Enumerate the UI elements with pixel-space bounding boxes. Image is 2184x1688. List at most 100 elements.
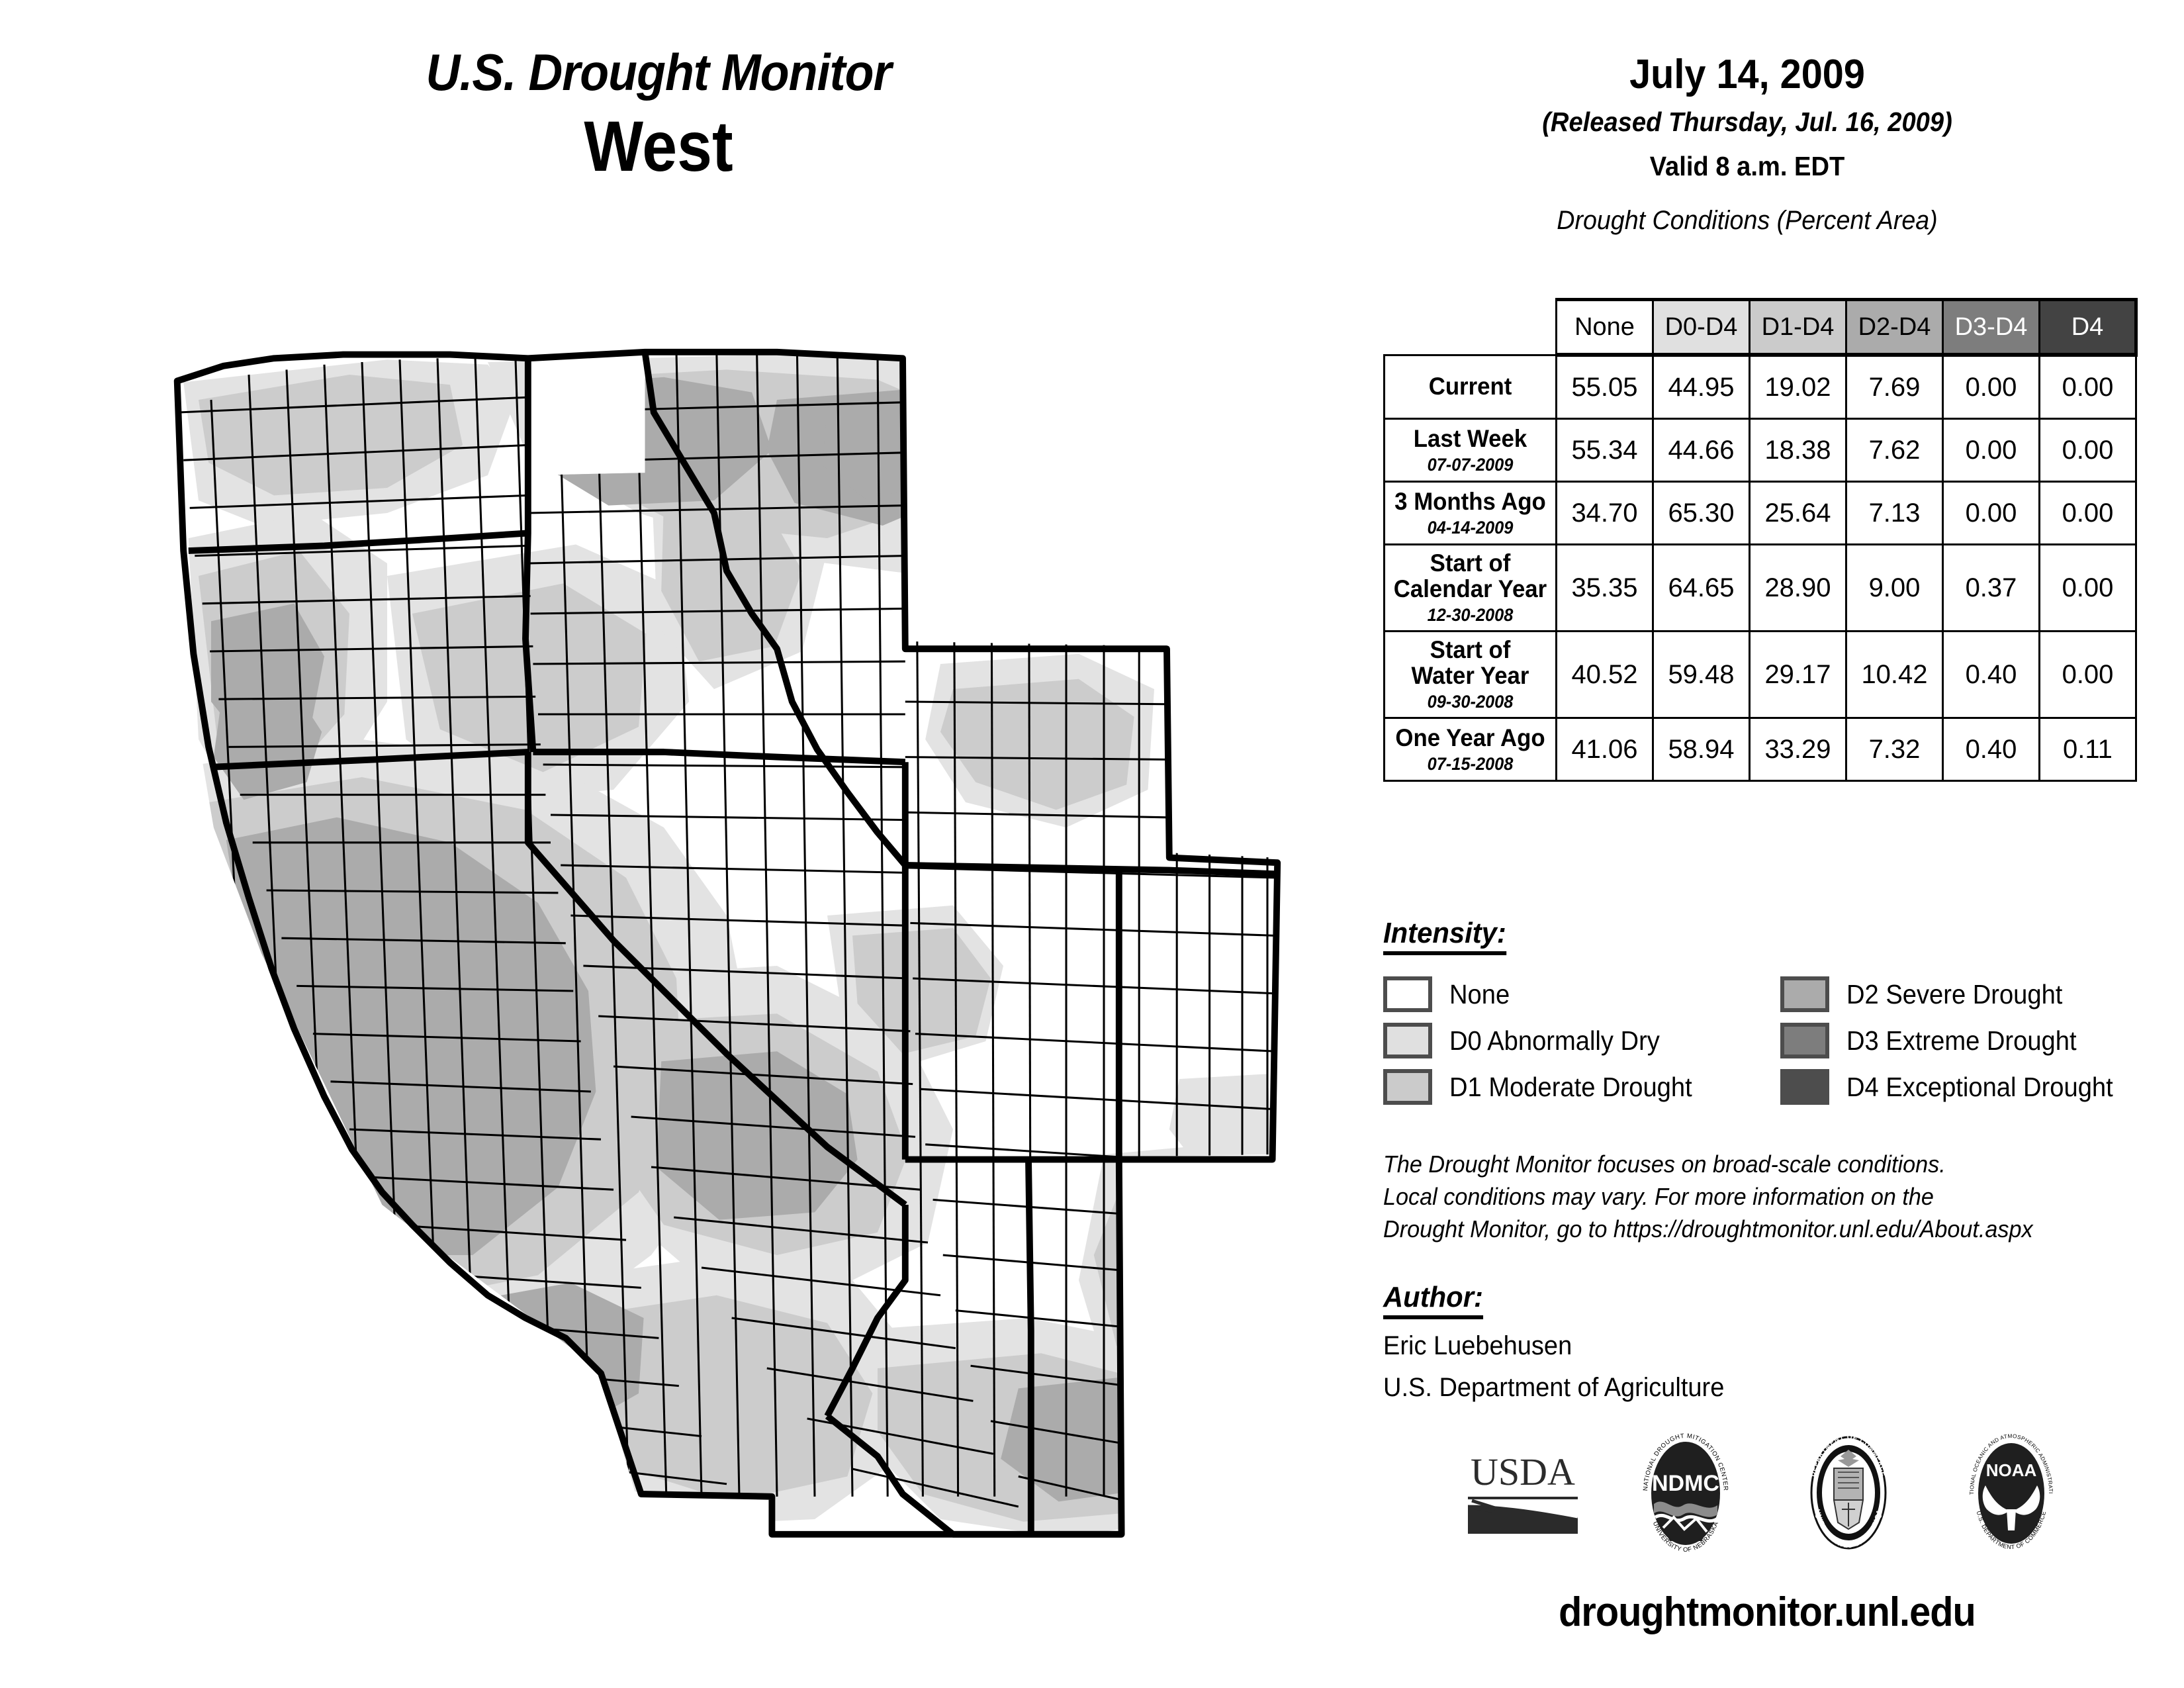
legend-label: D1 Moderate Drought (1449, 1071, 1692, 1102)
column-header-d3-d4: D3-D4 (1942, 298, 2040, 357)
cell-d0-d4: 44.95 (1652, 353, 1751, 420)
drought-map-svg[interactable] (73, 324, 1330, 1582)
table-header-row: None D0-D4 D1-D4 D2-D4 D3-D4 D4 (1384, 298, 2138, 357)
cell-d4: 0.00 (2038, 481, 2137, 545)
cell-none: 40.52 (1555, 630, 1654, 719)
row-label-name: 3 Months Ago (1394, 487, 1546, 515)
row-label-start-of-calendar-year: Start of Calendar Year 12-30-2008 (1383, 543, 1557, 632)
legend-label: D4 Exceptional Drought (1846, 1071, 2113, 1102)
intensity-heading: Intensity: (1383, 917, 1506, 955)
cell-d0-d4: 44.66 (1652, 418, 1751, 483)
cell-d3-d4: 0.40 (1942, 630, 2040, 719)
cell-none: 35.35 (1555, 543, 1654, 632)
released-date: (Released Thursday, Jul. 16, 2009) (1542, 107, 1952, 138)
disclaimer-line-3: Drought Monitor, go to https://droughtmo… (1383, 1215, 2033, 1243)
cell-d1-d4: 18.38 (1749, 418, 1847, 483)
cell-d1-d4: 19.02 (1749, 353, 1847, 420)
legend-item-none: None (1383, 976, 1780, 1012)
cell-d2-d4: 9.00 (1845, 543, 1944, 632)
cell-d1-d4: 25.64 (1749, 481, 1847, 545)
table-row: 3 Months Ago 04-14-2009 34.70 65.30 25.6… (1383, 481, 2137, 545)
cell-d2-d4: 7.69 (1845, 353, 1944, 420)
ndmc-wordmark: NDMC (1652, 1471, 1719, 1496)
author-block: Author: Eric Luebehusen U.S. Department … (1383, 1281, 2164, 1403)
swatch-d1 (1383, 1069, 1432, 1105)
page-title: U.S. Drought Monitor (426, 43, 891, 101)
cell-d3-d4: 0.40 (1942, 717, 2040, 782)
swatch-d2 (1780, 976, 1829, 1012)
region-title: West (584, 106, 733, 186)
table-row: One Year Ago 07-15-2008 41.06 58.94 33.2… (1383, 717, 2137, 782)
noaa-wordmark: NOAA (1986, 1460, 2037, 1480)
table-row: Current 55.05 44.95 19.02 7.69 0.00 0.00 (1383, 353, 2137, 420)
usda-logo: USDA (1457, 1433, 1589, 1552)
row-label-date: 07-15-2008 (1427, 753, 1514, 774)
usda-wordmark: USDA (1471, 1450, 1575, 1493)
cell-d2-d4: 7.62 (1845, 418, 1944, 483)
author-name: Eric Luebehusen (1383, 1331, 1572, 1360)
legend-label: None (1449, 978, 1510, 1009)
cell-d2-d4: 7.13 (1845, 481, 1944, 545)
disclaimer-line-1: The Drought Monitor focuses on broad-sca… (1383, 1150, 1946, 1178)
cell-none: 55.34 (1555, 418, 1654, 483)
cell-d3-d4: 0.00 (1942, 418, 2040, 483)
row-label-name: Last Week (1413, 424, 1527, 452)
usda-logo-icon: USDA (1467, 1450, 1578, 1534)
row-label-name: Start of Calendar Year (1393, 549, 1547, 603)
column-header-none: None (1555, 298, 1654, 357)
cell-none: 41.06 (1555, 717, 1654, 782)
legend-item-d3: D3 Extreme Drought (1780, 1023, 2177, 1058)
state-boundaries (173, 348, 1281, 1538)
legend-label: D3 Extreme Drought (1846, 1025, 2077, 1056)
row-label-date: 12-30-2008 (1427, 605, 1514, 626)
cell-d2-d4: 10.42 (1845, 630, 1944, 719)
cell-d0-d4: 64.65 (1652, 543, 1751, 632)
cell-d4: 0.11 (2038, 717, 2137, 782)
table-caption: Drought Conditions (Percent Area) (1557, 206, 1938, 236)
author-heading: Author: (1383, 1281, 1483, 1319)
ndmc-logo: NDMC NATIONAL DROUGHT MITIGATION CENTER … (1619, 1432, 1752, 1554)
logo-row: USDA NDMC NAT (1377, 1430, 2158, 1554)
row-label-date: 04-14-2009 (1427, 517, 1514, 538)
swatch-d4 (1780, 1069, 1829, 1105)
cell-d3-d4: 0.00 (1942, 353, 2040, 420)
map-title-block: U.S. Drought Monitor West (0, 46, 1317, 186)
cell-d1-d4: 33.29 (1749, 717, 1847, 782)
legend-grid: None D2 Severe Drought D0 Abnormally Dry… (1383, 971, 2164, 1110)
column-header-d2-d4: D2-D4 (1845, 298, 1944, 357)
drought-conditions-table-wrap: None D0-D4 D1-D4 D2-D4 D3-D4 D4 Current … (1383, 298, 2158, 782)
drought-map[interactable] (73, 324, 1330, 1582)
swatch-none (1383, 976, 1432, 1012)
row-label-start-of-water-year: Start of Water Year 09-30-2008 (1383, 630, 1557, 719)
info-panel: July 14, 2009 (Released Thursday, Jul. 1… (1377, 0, 2171, 1688)
site-url[interactable]: droughtmonitor.unl.edu (1559, 1589, 1976, 1635)
cell-d4: 0.00 (2038, 418, 2137, 483)
legend-item-d1: D1 Moderate Drought (1383, 1069, 1780, 1105)
row-label-name: Current (1428, 372, 1512, 400)
legend-label: D2 Severe Drought (1846, 978, 2063, 1009)
cell-d3-d4: 0.00 (1942, 481, 2040, 545)
row-label-name: Start of Water Year (1411, 636, 1529, 690)
disclaimer-text: The Drought Monitor focuses on broad-sca… (1383, 1149, 2164, 1246)
cell-d2-d4: 7.32 (1845, 717, 1944, 782)
cell-none: 34.70 (1555, 481, 1654, 545)
doc-seal-icon: DEPARTMENT OF COMMERCE UNITED STATES OF … (1809, 1434, 1888, 1550)
legend-label: D0 Abnormally Dry (1449, 1025, 1660, 1056)
row-label-date: 09-30-2008 (1427, 692, 1514, 712)
cell-d4: 0.00 (2038, 630, 2137, 719)
row-label-current: Current (1383, 353, 1557, 420)
swatch-d0 (1383, 1023, 1432, 1058)
row-label-last-week: Last Week 07-07-2009 (1383, 418, 1557, 483)
table-row: Start of Water Year 09-30-2008 40.52 59.… (1383, 630, 2137, 719)
row-label-date: 07-07-2009 (1427, 454, 1514, 475)
cell-d1-d4: 29.17 (1749, 630, 1847, 719)
swatch-d3 (1780, 1023, 1829, 1058)
column-header-d1-d4: D1-D4 (1749, 298, 1847, 357)
doc-seal: DEPARTMENT OF COMMERCE UNITED STATES OF … (1782, 1433, 1915, 1552)
valid-time: Valid 8 a.m. EDT (1649, 151, 1845, 182)
column-header-d4: D4 (2038, 298, 2138, 357)
cell-d0-d4: 65.30 (1652, 481, 1751, 545)
intensity-legend: Intensity: None D2 Severe Drought D0 Abn… (1383, 917, 2164, 1110)
cell-d4: 0.00 (2038, 543, 2137, 632)
cell-d3-d4: 0.37 (1942, 543, 2040, 632)
